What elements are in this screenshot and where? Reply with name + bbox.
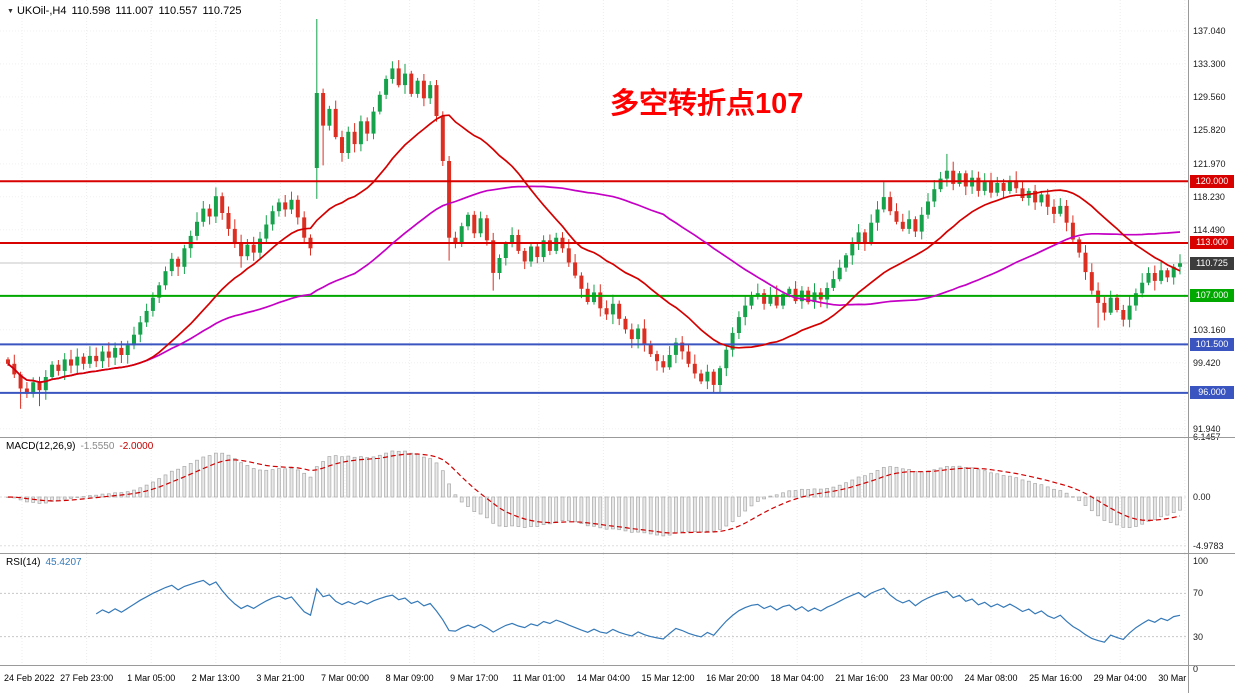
- time-label: 1 Mar 05:00: [127, 673, 176, 683]
- price-axis-label: 118.230: [1193, 192, 1225, 202]
- time-label: 8 Mar 09:00: [385, 673, 434, 683]
- ohlc-low-value: 110.557: [158, 5, 198, 17]
- ohlc-open-value: 110.598: [71, 5, 111, 17]
- price-level-badge: 101.500: [1190, 338, 1234, 351]
- macd-canvas[interactable]: [0, 438, 1188, 553]
- time-label: 21 Mar 16:00: [835, 673, 889, 683]
- pane-divider[interactable]: [0, 553, 1235, 554]
- time-label: 7 Mar 00:00: [320, 673, 370, 683]
- price-chart-canvas[interactable]: [0, 0, 1188, 437]
- symbol-timeframe-label: UKOil-,H4: [16, 5, 67, 17]
- time-label: 3 Mar 21:00: [256, 673, 305, 683]
- time-label: 27 Feb 23:00: [60, 673, 114, 683]
- macd-axis-label: 0.00: [1193, 492, 1211, 502]
- price-level-badge: 96.000: [1190, 386, 1234, 399]
- macd-indicator-header: MACD(12,26,9) -1.5550 -2.0000: [6, 441, 158, 452]
- price-axis-label: 125.820: [1193, 125, 1226, 135]
- time-label: 11 Mar 01:00: [512, 673, 565, 683]
- macd-label: MACD(12,26,9): [6, 441, 76, 452]
- time-axis[interactable]: 24 Feb 2022 27 Feb 23:00 1 Mar 05:00 2 Mar …: [0, 666, 1211, 693]
- time-label: 16 Mar 20:00: [706, 673, 760, 683]
- rsi-axis-label: 100: [1193, 556, 1209, 566]
- price-axis-label: 129.560: [1193, 92, 1226, 102]
- price-level-badge: 107.000: [1190, 289, 1234, 302]
- price-axis-label: 91.940: [1193, 424, 1221, 434]
- price-axis-label: 133.300: [1193, 59, 1226, 69]
- rsi-axis-label: 30: [1193, 632, 1204, 642]
- rsi-canvas[interactable]: [0, 554, 1188, 665]
- macd-main-value: -1.5550: [80, 441, 115, 452]
- time-label: 15 Mar 12:00: [641, 673, 695, 683]
- rsi-axis-label: 70: [1193, 588, 1204, 598]
- macd-signal-value: -2.0000: [119, 441, 154, 452]
- price-level-badge: 120.000: [1190, 175, 1234, 188]
- price-axis-label: 114.490: [1193, 225, 1225, 235]
- time-label: 25 Mar 16:00: [1029, 673, 1083, 683]
- chart-annotation-text[interactable]: 多空转折点107: [610, 88, 804, 120]
- time-label: 14 Mar 04:00: [576, 673, 630, 683]
- price-axis-label: 103.160: [1193, 325, 1226, 335]
- time-label: 2 Mar 13:00: [191, 673, 240, 683]
- time-label: 24 Feb 2022: [4, 673, 55, 683]
- ohlc-close-value: 110.725: [202, 5, 242, 17]
- time-label: 18 Mar 04:00: [770, 673, 824, 683]
- price-level-badge: 113.000: [1190, 236, 1234, 249]
- ohlc-high-value: 111.007: [115, 5, 154, 17]
- time-label: 9 Mar 17:00: [450, 673, 499, 683]
- rsi-indicator-header: RSI(14) 45.4207: [6, 557, 87, 568]
- rsi-label: RSI(14): [6, 557, 41, 568]
- macd-axis-label: -4.9783: [1193, 541, 1224, 551]
- time-label: 23 Mar 00:00: [899, 673, 953, 683]
- time-label: 30 Mar 12:00: [1158, 673, 1212, 683]
- pane-divider[interactable]: [0, 437, 1235, 438]
- rsi-value: 45.4207: [45, 557, 82, 568]
- price-level-badge: 110.725: [1190, 257, 1234, 270]
- time-label: 24 Mar 08:00: [964, 673, 1018, 683]
- price-axis-label: 121.970: [1193, 159, 1226, 169]
- rsi-axis-label: 0: [1193, 664, 1199, 674]
- pane-divider[interactable]: [0, 665, 1235, 666]
- symbol-collapse-icon[interactable]: ▼: [7, 8, 14, 15]
- axis-divider: [1188, 0, 1189, 693]
- price-axis[interactable]: 137.040 133.300 129.560 125.820 121.970 118.2…: [1189, 0, 1235, 693]
- time-label: 29 Mar 04:00: [1093, 673, 1147, 683]
- price-axis-label: 99.420: [1193, 358, 1221, 368]
- chart-header: ▼ UKOil-,H4 110.598 111.007 110.557 110.725: [7, 5, 246, 17]
- price-axis-label: 137.040: [1193, 26, 1226, 36]
